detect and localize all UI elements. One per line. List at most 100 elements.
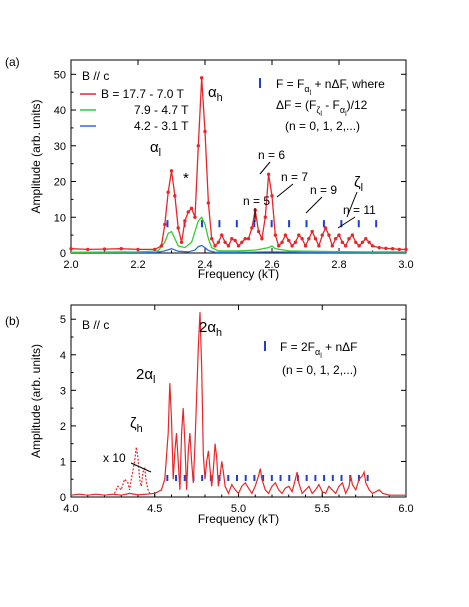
data-point-a — [102, 247, 107, 251]
harmonic-label-a: n = 9 — [310, 183, 337, 197]
x-tick-label-b: 4.5 — [147, 503, 162, 515]
data-point-a — [367, 240, 371, 244]
scale-factor-label: x 10 — [103, 451, 126, 465]
formula-line-a: F = Fαl + nΔF, where — [276, 77, 385, 97]
data-point-a — [273, 233, 278, 237]
data-point-a — [206, 201, 211, 205]
panel-label-a: (a) — [5, 55, 20, 69]
data-point-a — [236, 244, 241, 248]
panel-label-b: (b) — [5, 314, 20, 328]
y-tick-label-b: 5 — [60, 314, 66, 326]
peak-label-2alpha-h: 2αh — [199, 319, 222, 339]
data-point-a — [354, 240, 358, 244]
peak-label-alpha-h: αh — [208, 84, 223, 104]
x-tick-label-b: 4.0 — [63, 503, 78, 515]
leader-harmonic-a — [305, 196, 323, 214]
data-point-a — [384, 246, 388, 251]
panel-b: (b) 4.0 4.5 5.0 5.5 6.0 0 1 2 3 4 5 Frequency (kT) Am… — [5, 304, 414, 526]
legend-label-a: 7.9 - 4.7 T — [134, 103, 189, 117]
data-point-a — [189, 206, 194, 211]
data-point-a — [263, 215, 267, 219]
peak-label-2alpha-l: 2αl — [136, 366, 155, 386]
data-point-a — [243, 237, 247, 241]
data-point-a — [199, 76, 204, 80]
y-tick-label-b: 2 — [60, 421, 66, 433]
data-point-a — [344, 244, 348, 248]
data-point-a — [69, 247, 73, 251]
data-point-a — [287, 238, 291, 243]
series-line-b-0 — [71, 312, 406, 496]
direction-label-b: B // c — [82, 318, 109, 332]
x-tick-label-a: 3.0 — [398, 259, 413, 271]
data-point-a — [176, 226, 180, 230]
leader-zeta-l — [346, 191, 358, 218]
data-point-a — [250, 226, 254, 230]
data-point-a — [230, 237, 234, 241]
data-point-a — [136, 247, 140, 252]
data-point-a — [290, 244, 294, 248]
data-point-a — [163, 222, 167, 227]
peak-label-zeta-l: ζl — [354, 174, 363, 194]
data-point-a — [153, 247, 157, 252]
series-line-a-1 — [71, 216, 406, 253]
leader-harmonic-a — [276, 183, 294, 198]
data-point-a — [260, 237, 264, 241]
data-point-a — [313, 237, 318, 241]
data-point-a — [323, 226, 328, 230]
data-point-a — [86, 247, 90, 252]
y-tick-label-a: 30 — [54, 141, 66, 153]
data-point-a — [166, 190, 170, 194]
data-point-a — [233, 238, 237, 243]
plot-frame-b — [70, 304, 407, 498]
data-point-a — [340, 240, 345, 244]
x-tick-label-a: 2.6 — [264, 259, 279, 271]
data-point-a — [186, 210, 190, 214]
peak-star: * — [183, 170, 189, 187]
data-point-a — [270, 194, 274, 198]
peak-label-alpha-l: αl — [150, 139, 161, 159]
data-point-a — [223, 240, 227, 244]
y-axis-label-a: Amplitude (arb. units) — [29, 99, 43, 213]
y-tick-label-b: 0 — [60, 492, 66, 504]
data-point-a — [337, 233, 341, 237]
x-tick-label-b: 5.5 — [315, 503, 330, 515]
data-point-a — [300, 237, 304, 241]
data-point-a — [277, 244, 281, 248]
legend-label-a: B = 17.7 - 7.0 T — [101, 87, 184, 101]
data-point-a — [183, 219, 187, 223]
data-point-a — [280, 240, 284, 244]
y-axis-label-b: Amplitude (arb. units) — [29, 344, 43, 458]
data-point-a — [240, 240, 244, 244]
y-tick-label-a: 10 — [54, 212, 66, 224]
y-tick-label-b: 4 — [60, 350, 66, 362]
data-point-a — [196, 144, 200, 148]
series-line-a-0 — [71, 244, 406, 253]
series-line-b-1 — [113, 447, 151, 494]
direction-label-a: B // c — [82, 69, 109, 83]
y-tick-label-a: 20 — [54, 177, 66, 189]
data-point-a — [307, 237, 311, 241]
data-point-a — [256, 229, 261, 234]
data-point-a — [203, 129, 207, 134]
data-point-a — [119, 247, 123, 251]
data-point-a — [297, 233, 301, 237]
data-point-a — [357, 244, 361, 248]
x-tick-label-b: 6.0 — [398, 503, 413, 515]
data-point-a — [213, 244, 217, 248]
data-point-a — [173, 194, 177, 198]
data-point-a — [330, 244, 334, 248]
y-tick-label-b: 1 — [60, 456, 66, 468]
y-tick-label-a: 50 — [54, 69, 66, 81]
x-tick-label-a: 2.2 — [130, 259, 145, 271]
y-tick-label-b: 3 — [60, 385, 66, 397]
x-tick-label-a: 2.0 — [63, 259, 78, 271]
data-point-a — [159, 244, 164, 248]
harmonic-label-a: n = 11 — [343, 203, 376, 217]
data-point-a — [390, 247, 395, 251]
data-point-a — [397, 247, 401, 252]
x-tick-label-a: 2.8 — [331, 259, 346, 271]
data-point-a — [193, 215, 197, 219]
data-point-a — [293, 240, 298, 244]
x-axis-label-b: Frequency (kT) — [198, 512, 279, 526]
